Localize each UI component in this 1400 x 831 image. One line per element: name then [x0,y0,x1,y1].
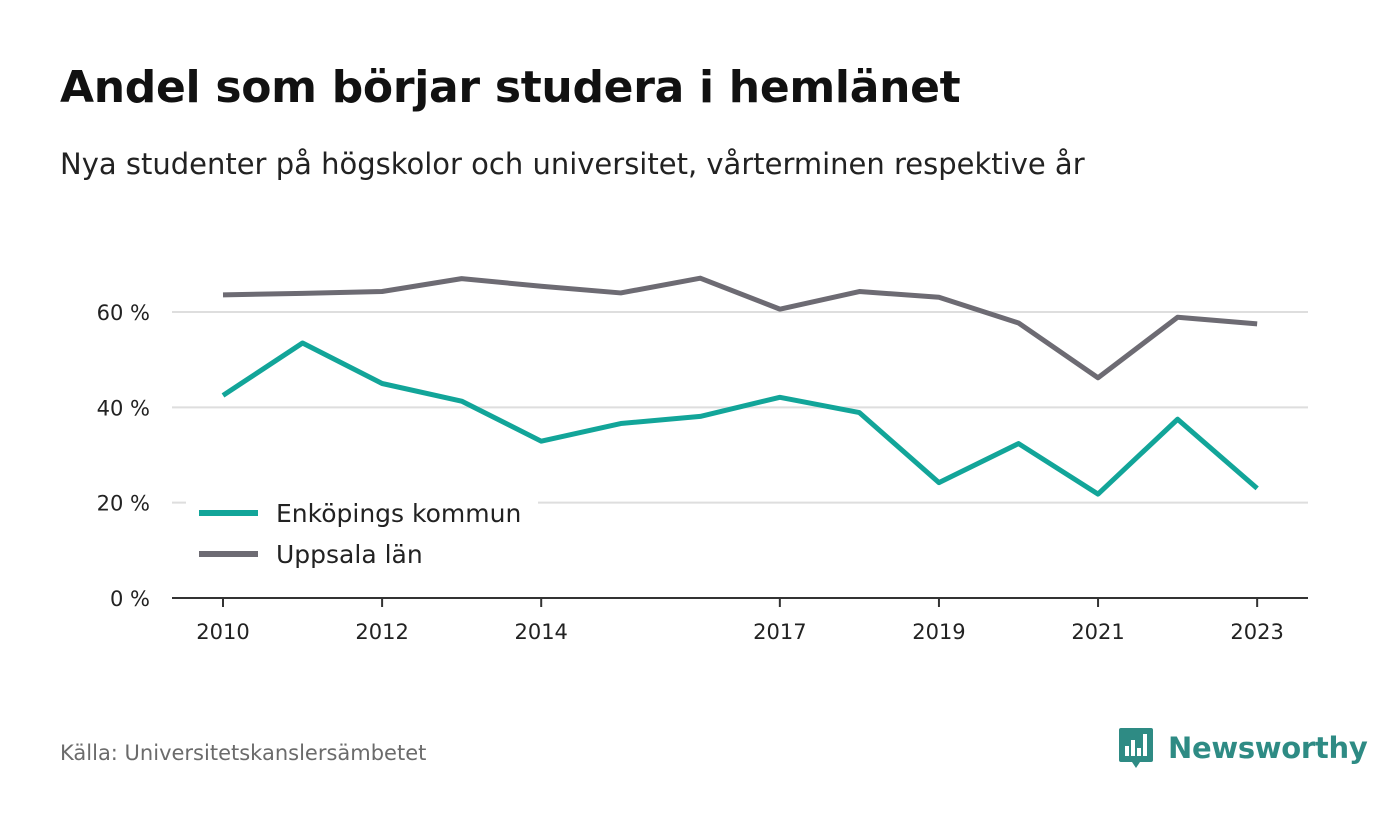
x-tick-label: 2017 [753,620,806,644]
legend-label: Uppsala län [276,540,423,569]
y-tick-label: 0 % [110,587,150,611]
brand-logo: Newsworthy [1118,726,1368,770]
legend-background [186,492,538,582]
series-lines [221,275,1259,497]
legend-label: Enköpings kommun [276,499,521,528]
x-tick-label: 2014 [514,620,567,644]
x-tick-label: 2021 [1071,620,1124,644]
chart-title: Andel som börjar studera i hemlänet [60,62,961,113]
x-tick-label: 2012 [355,620,408,644]
source-note: Källa: Universitetskanslersämbetet [60,741,427,765]
brand-name: Newsworthy [1168,731,1368,765]
legend: Enköpings kommun Uppsala län [186,492,538,582]
series-line-uppsala-län [222,275,1258,381]
y-tick-label: 20 % [97,492,150,516]
series-line-enköpings-kommun [221,340,1259,497]
y-tick-label: 60 % [97,301,150,325]
x-tick-label: 2023 [1230,620,1283,644]
x-tick-label: 2019 [912,620,965,644]
x-tick-label: 2010 [196,620,249,644]
y-tick-label: 40 % [97,396,150,420]
chart-subtitle: Nya studenter på högskolor och universit… [60,147,1085,181]
bar-chart-speech-bubble-icon [1119,728,1153,768]
y-axis-ticks: 0 % 20 % 40 % 60 % [97,301,150,611]
x-axis-ticks: 2010 2012 2014 2017 2019 2021 2023 [196,598,1284,644]
